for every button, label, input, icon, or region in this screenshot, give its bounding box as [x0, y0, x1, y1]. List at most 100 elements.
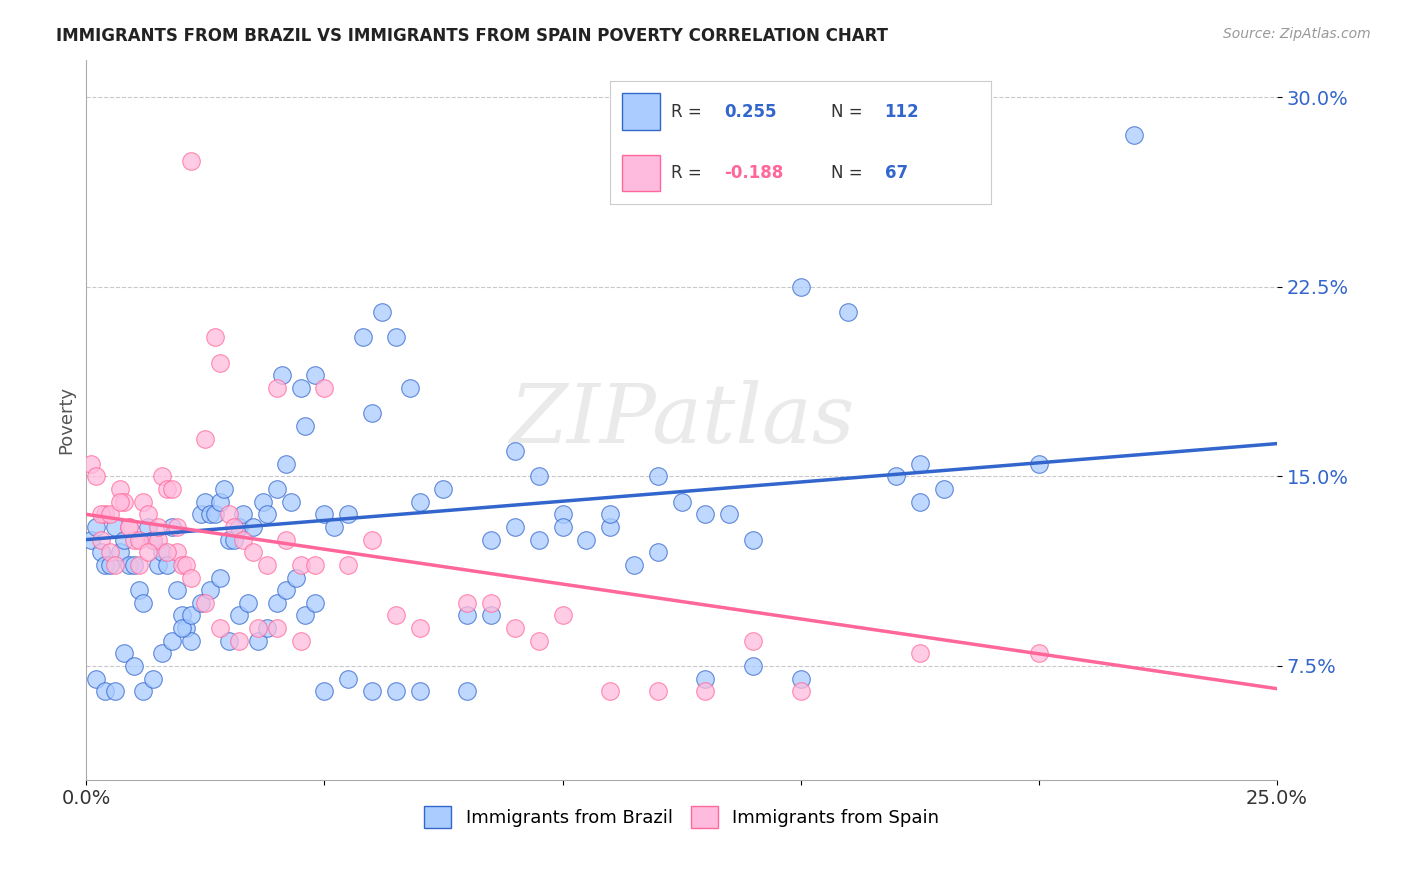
Point: [128, 583, 150, 598]
Point: [479, 608, 502, 623]
Point: [623, 558, 645, 572]
Point: [323, 520, 346, 534]
Point: [1028, 646, 1050, 660]
Point: [222, 533, 245, 547]
Legend: Immigrants from Brazil, Immigrants from Spain: Immigrants from Brazil, Immigrants from …: [416, 799, 946, 836]
Point: [80, 533, 103, 547]
Point: [228, 633, 250, 648]
Point: [352, 330, 374, 344]
Point: [112, 494, 135, 508]
Point: [90, 508, 112, 522]
Point: [280, 494, 302, 508]
Point: [551, 608, 574, 623]
Point: [290, 381, 312, 395]
Point: [132, 684, 155, 698]
Point: [104, 558, 127, 572]
Point: [671, 494, 693, 508]
Point: [198, 508, 221, 522]
Point: [222, 520, 245, 534]
Point: [104, 520, 127, 534]
Point: [108, 545, 131, 559]
Point: [142, 672, 165, 686]
Point: [104, 684, 127, 698]
Point: [218, 633, 240, 648]
Point: [118, 520, 141, 534]
Point: [108, 494, 131, 508]
Text: Source: ZipAtlas.com: Source: ZipAtlas.com: [1223, 27, 1371, 41]
Point: [527, 633, 550, 648]
Point: [122, 558, 145, 572]
Point: [98, 558, 121, 572]
Point: [361, 533, 384, 547]
Point: [575, 533, 598, 547]
Point: [599, 684, 621, 698]
Point: [479, 596, 502, 610]
Point: [214, 482, 236, 496]
Point: [337, 508, 360, 522]
Text: IMMIGRANTS FROM BRAZIL VS IMMIGRANTS FROM SPAIN POVERTY CORRELATION CHART: IMMIGRANTS FROM BRAZIL VS IMMIGRANTS FRO…: [56, 27, 889, 45]
Point: [180, 608, 202, 623]
Point: [170, 558, 193, 572]
Point: [152, 545, 174, 559]
Point: [94, 508, 117, 522]
Point: [908, 494, 931, 508]
Point: [228, 608, 250, 623]
Point: [266, 381, 288, 395]
Text: ZIPatlas: ZIPatlas: [509, 380, 855, 459]
Point: [908, 457, 931, 471]
Point: [742, 533, 765, 547]
Point: [112, 533, 135, 547]
Point: [432, 482, 454, 496]
Point: [837, 305, 859, 319]
Point: [408, 494, 430, 508]
Point: [218, 533, 240, 547]
Point: [276, 457, 298, 471]
Point: [304, 368, 326, 383]
Point: [932, 482, 955, 496]
Point: [208, 356, 231, 370]
Point: [208, 570, 231, 584]
Point: [294, 608, 316, 623]
Point: [385, 684, 408, 698]
Point: [256, 558, 278, 572]
Point: [599, 520, 621, 534]
Point: [160, 520, 183, 534]
Point: [908, 646, 931, 660]
Point: [156, 545, 179, 559]
Point: [242, 520, 264, 534]
Point: [180, 570, 202, 584]
Point: [208, 621, 231, 635]
Point: [1123, 128, 1146, 143]
Point: [456, 608, 478, 623]
Point: [246, 633, 269, 648]
Point: [314, 684, 336, 698]
Point: [314, 381, 336, 395]
Point: [361, 684, 384, 698]
Point: [136, 520, 159, 534]
Point: [304, 558, 326, 572]
Point: [551, 508, 574, 522]
Point: [370, 305, 392, 319]
Point: [166, 520, 188, 534]
Point: [156, 482, 179, 496]
Point: [270, 368, 292, 383]
Point: [228, 520, 250, 534]
Point: [128, 533, 150, 547]
Point: [256, 621, 278, 635]
Point: [84, 520, 107, 534]
Point: [218, 508, 240, 522]
Point: [742, 633, 765, 648]
Point: [290, 633, 312, 648]
Point: [132, 494, 155, 508]
Point: [122, 659, 145, 673]
Point: [166, 583, 188, 598]
Point: [146, 533, 169, 547]
Point: [290, 558, 312, 572]
Point: [1028, 457, 1050, 471]
Point: [136, 545, 159, 559]
Point: [266, 621, 288, 635]
Point: [337, 672, 360, 686]
Point: [160, 482, 183, 496]
Point: [108, 482, 131, 496]
Point: [152, 469, 174, 483]
